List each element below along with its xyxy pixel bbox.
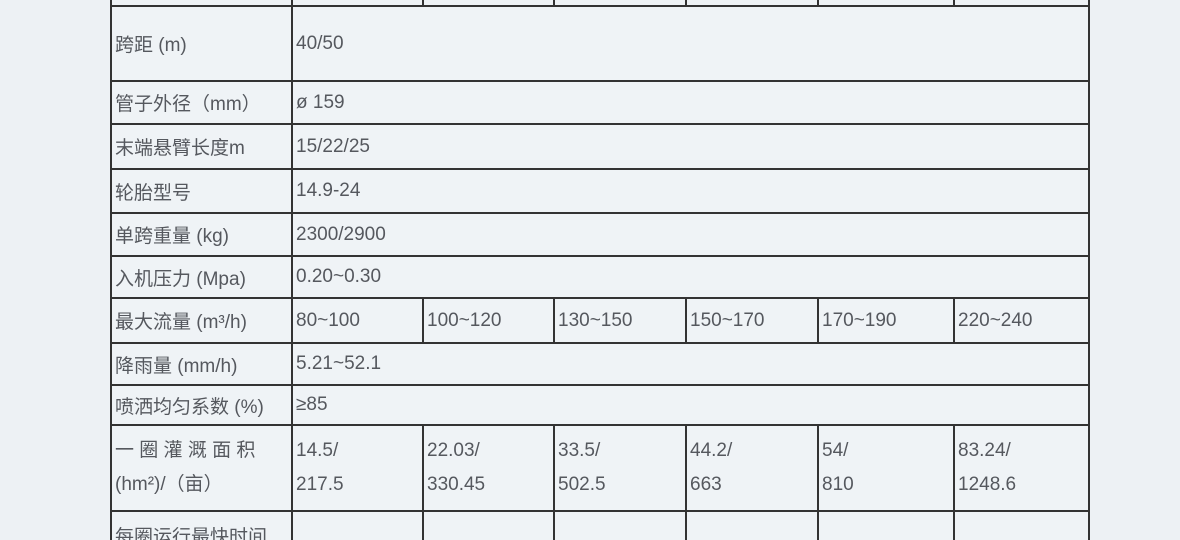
cell-value bbox=[422, 510, 555, 540]
table-row-span-weight: 单跨重量 (kg) 2300/2900 bbox=[110, 212, 1090, 257]
row-label: 降雨量 (mm/h) bbox=[110, 342, 293, 386]
cell-value bbox=[291, 510, 424, 540]
table-row-rainfall: 降雨量 (mm/h) 5.21~52.1 bbox=[110, 342, 1090, 386]
cell-value bbox=[291, 0, 424, 7]
table-row-irrigated-area: 一 圈 灌 溉 面 积 (hm²)/（亩） 14.5/ 217.5 22.03/… bbox=[110, 424, 1090, 512]
row-label: 轮胎型号 bbox=[110, 168, 293, 214]
cell-value: 40/50 bbox=[291, 5, 1090, 82]
table-row-pipe-diameter: 管子外径（mm） ø 159 bbox=[110, 80, 1090, 125]
row-label: 入机压力 (Mpa) bbox=[110, 255, 293, 299]
cell-value: 44.2/ 663 bbox=[685, 424, 819, 512]
row-label: 跨距 (m) bbox=[110, 5, 293, 82]
cell-value bbox=[685, 0, 819, 7]
cell-value: 15/22/25 bbox=[291, 123, 1090, 170]
cell-value: 22.03/ 330.45 bbox=[422, 424, 555, 512]
cell-value: 220~240 bbox=[953, 297, 1090, 344]
table-row-tire-model: 轮胎型号 14.9-24 bbox=[110, 168, 1090, 214]
row-label bbox=[110, 0, 293, 7]
cell-value: ø 159 bbox=[291, 80, 1090, 125]
table-row-max-flow: 最大流量 (m³/h) 80~100 100~120 130~150 150~1… bbox=[110, 297, 1090, 344]
cell-value bbox=[685, 510, 819, 540]
table-row-uniformity: 喷洒均匀系数 (%) ≥85 bbox=[110, 384, 1090, 426]
cell-value: 83.24/ 1248.6 bbox=[953, 424, 1090, 512]
table-row-fastest-cycle-time: 每圈运行最快时间 bbox=[110, 510, 1090, 540]
row-label: 每圈运行最快时间 bbox=[110, 510, 293, 540]
cell-value bbox=[817, 0, 955, 7]
cell-value: 80~100 bbox=[291, 297, 424, 344]
cell-value: ≥85 bbox=[291, 384, 1090, 426]
row-label: 最大流量 (m³/h) bbox=[110, 297, 293, 344]
row-label: 喷洒均匀系数 (%) bbox=[110, 384, 293, 426]
cell-value bbox=[553, 0, 687, 7]
cell-value: 0.20~0.30 bbox=[291, 255, 1090, 299]
cell-value: 54/ 810 bbox=[817, 424, 955, 512]
cell-value bbox=[422, 0, 555, 7]
row-label: 管子外径（mm） bbox=[110, 80, 293, 125]
table-row-partial-top bbox=[110, 0, 1090, 7]
cell-value bbox=[953, 0, 1090, 7]
row-label: 末端悬臂长度m bbox=[110, 123, 293, 170]
row-label: 单跨重量 (kg) bbox=[110, 212, 293, 257]
cell-value: 33.5/ 502.5 bbox=[553, 424, 687, 512]
table-row-span: 跨距 (m) 40/50 bbox=[110, 5, 1090, 82]
cell-value: 2300/2900 bbox=[291, 212, 1090, 257]
cell-value: 5.21~52.1 bbox=[291, 342, 1090, 386]
cell-value: 100~120 bbox=[422, 297, 555, 344]
cell-value: 170~190 bbox=[817, 297, 955, 344]
cell-value: 14.5/ 217.5 bbox=[291, 424, 424, 512]
cell-value: 150~170 bbox=[685, 297, 819, 344]
table-row-overhang-length: 末端悬臂长度m 15/22/25 bbox=[110, 123, 1090, 170]
spec-table: 跨距 (m) 40/50 管子外径（mm） ø 159 末端悬臂长度m 15/2… bbox=[110, 0, 1090, 540]
row-label: 一 圈 灌 溉 面 积 (hm²)/（亩） bbox=[110, 424, 293, 512]
cell-value bbox=[553, 510, 687, 540]
cell-value: 130~150 bbox=[553, 297, 687, 344]
cell-value bbox=[953, 510, 1090, 540]
cell-value bbox=[817, 510, 955, 540]
cell-value: 14.9-24 bbox=[291, 168, 1090, 214]
table-row-inlet-pressure: 入机压力 (Mpa) 0.20~0.30 bbox=[110, 255, 1090, 299]
